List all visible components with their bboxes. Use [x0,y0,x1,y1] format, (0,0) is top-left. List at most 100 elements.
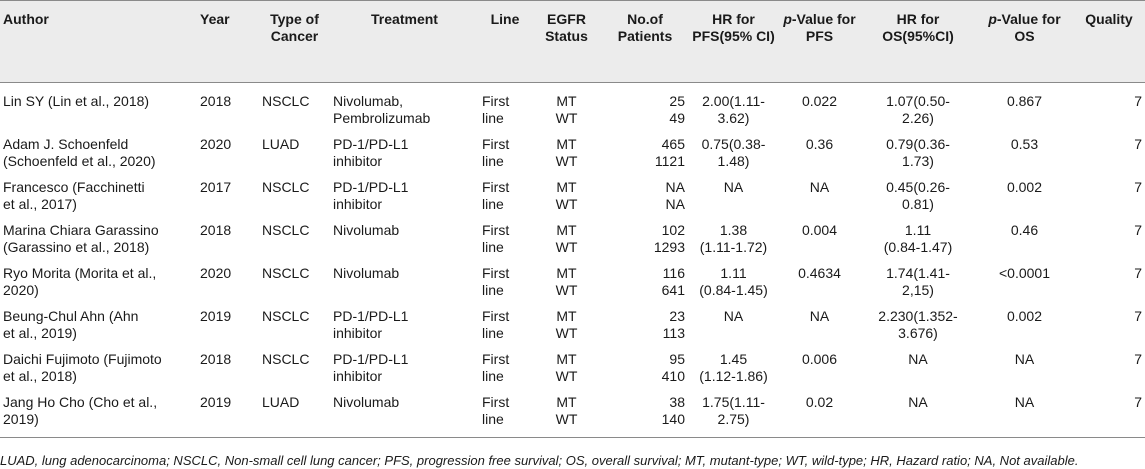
cell-line-line: First [482,178,510,195]
table-footnote: LUAD, lung adenocarcinoma; NSCLC, Non-sm… [0,453,1079,468]
cell-quality: 7 [1134,307,1142,324]
cell-no-of-patients-line: 25 [669,93,685,109]
cell-egfr-status: MT WT [531,305,602,348]
cell-quality: 7 [1073,390,1145,438]
cell-p-value-os: 0.002 [1006,307,1043,324]
cell-year: 2017 [200,178,232,195]
cell-treatment: PD-1/PD-L1 inhibitor [330,348,479,391]
cell-hr-os: NA [860,390,976,438]
cell-hr-os: NA [860,348,976,391]
cell-hr-pfs-line: 2.75) [717,410,750,427]
cell-treatment-line: inhibitor [333,324,383,341]
cell-line: First line [479,390,531,438]
cell-no-of-patients-line: NA [665,178,685,195]
cell-egfr-status-line: MT [556,264,577,281]
header-p-value-pfs-rest: -Value for PFS [791,11,856,44]
header-year: Year [197,0,259,83]
cell-no-of-patients-line: 23 [669,307,685,324]
cell-line: First line [479,176,531,219]
header-line: Line [479,0,531,83]
cell-year: 2019 [200,307,232,324]
cell-hr-pfs: 1.38 (1.11-1.72) [688,219,779,262]
cell-hr-os-line: 2.230(1.352- [878,307,958,324]
cell-p-value-pfs: 0.004 [801,221,838,238]
cell-egfr-status-line: MT [556,93,577,109]
cell-treatment-line: Nivolumab [333,221,400,238]
cell-egfr-status-line: MT [556,178,577,195]
cell-hr-os-line: 1.11 [904,221,932,238]
cell-hr-pfs-line: (0.84-1.45) [699,281,768,298]
cell-treatment-line: Nivolumab [333,393,400,410]
cell-hr-pfs: 1.75(1.11- 2.75) [688,390,779,438]
cell-no-of-patients-line: 116 [662,264,685,281]
cell-no-of-patients-line: 465 [661,135,685,152]
cell-egfr-status: MT WT [531,133,602,176]
cell-hr-pfs: 1.11 (0.84-1.45) [688,262,779,305]
cell-treatment-line: PD-1/PD-L1 [333,307,409,324]
cell-type-of-cancer: LUAD [259,390,330,438]
cell-treatment-line: inhibitor [333,367,383,384]
cell-egfr-status-line: WT [555,281,578,298]
cell-author: Jang Ho Cho (Cho et al., 2019) [0,390,197,438]
cell-p-value-pfs: 0.02 [779,390,860,438]
cell-line-line: line [482,195,504,212]
table-row: Lin SY (Lin et al., 2018) 2018 NSCLC Nivolu… [0,83,1145,133]
header-hr-os: HR for OS(95%CI) [860,0,976,83]
cell-no-of-patients-line: 102 [661,221,685,238]
cell-line: First line [479,219,531,262]
cell-line-line: First [482,93,510,109]
cell-p-value-os: NA [976,390,1073,438]
cell-type-of-cancer: NSCLC [262,307,310,324]
cell-no-of-patients-line: 95 [669,350,685,367]
cell-egfr-status-line: MT [556,135,577,152]
header-author: Author [0,0,197,83]
cell-line-line: First [482,350,510,367]
cell-p-value-pfs: NA [809,178,830,195]
cell-treatment-line: Nivolumab, [333,93,404,109]
cell-author-line: Adam J. Schoenfeld [3,135,129,152]
cell-treatment: Nivolumab, Pembrolizumab [330,83,479,133]
study-characteristics-table: Author Year Type of Cancer Treatment Lin… [0,0,1145,438]
cell-egfr-status-line: MT [556,350,577,367]
cell-no-of-patients: 25 49 [602,83,688,133]
cell-author-line: 2019) [3,410,39,427]
cell-author: Lin SY (Lin et al., 2018) [0,83,197,133]
cell-no-of-patients-line: 1293 [653,238,685,255]
cell-no-of-patients-line: 49 [669,110,685,126]
cell-treatment-line: Pembrolizumab [333,110,431,126]
cell-hr-os: 0.45(0.26- 0.81) [860,176,976,219]
cell-author-line: et al., 2018) [3,367,77,384]
cell-year: 2019 [197,390,259,438]
cell-quality: 7 [1134,178,1142,195]
cell-p-value-os: NA [1014,350,1035,367]
cell-hr-os-line: NA [908,393,928,410]
cell-hr-pfs: NA [688,176,779,219]
cell-p-value-os: 0.002 [1006,178,1043,195]
cell-egfr-status-line: MT [556,307,577,324]
cell-treatment: PD-1/PD-L1 inhibitor [330,305,479,348]
cell-line: First line [479,133,531,176]
cell-egfr-status-line: MT [556,221,577,238]
table-row: Francesco (Facchinetti et al., 2017) 2017 N… [0,176,1145,219]
cell-author-line: Ryo Morita (Morita et al., [3,264,157,281]
table-row: Beung-Chul Ahn (Ahn et al., 2019) 2019 NSCL… [0,305,1145,348]
cell-treatment: PD-1/PD-L1 inhibitor [330,133,479,176]
cell-author: Ryo Morita (Morita et al., 2020) [0,262,197,305]
cell-hr-pfs-line: 1.38 [719,221,748,238]
cell-line: First line [479,262,531,305]
cell-line-line: line [482,281,504,298]
cell-egfr-status-line: MT [556,393,577,410]
cell-line-line: line [482,110,504,126]
cell-quality: 7 [1134,221,1142,238]
cell-no-of-patients: NA NA [602,176,688,219]
cell-no-of-patients: 102 1293 [602,219,688,262]
cell-no-of-patients-line: 38 [669,393,685,410]
cell-hr-os: 1.74(1.41- 2,15) [860,262,976,305]
cell-author-line: 2020) [3,281,39,298]
cell-no-of-patients: 465 1121 [602,133,688,176]
cell-hr-pfs-line: 1.11 [720,264,747,281]
cell-p-value-pfs: 0.022 [801,93,838,109]
cell-treatment: Nivolumab [330,219,479,262]
cell-treatment-line: PD-1/PD-L1 [333,178,409,195]
cell-no-of-patients-line: 113 [662,324,685,341]
